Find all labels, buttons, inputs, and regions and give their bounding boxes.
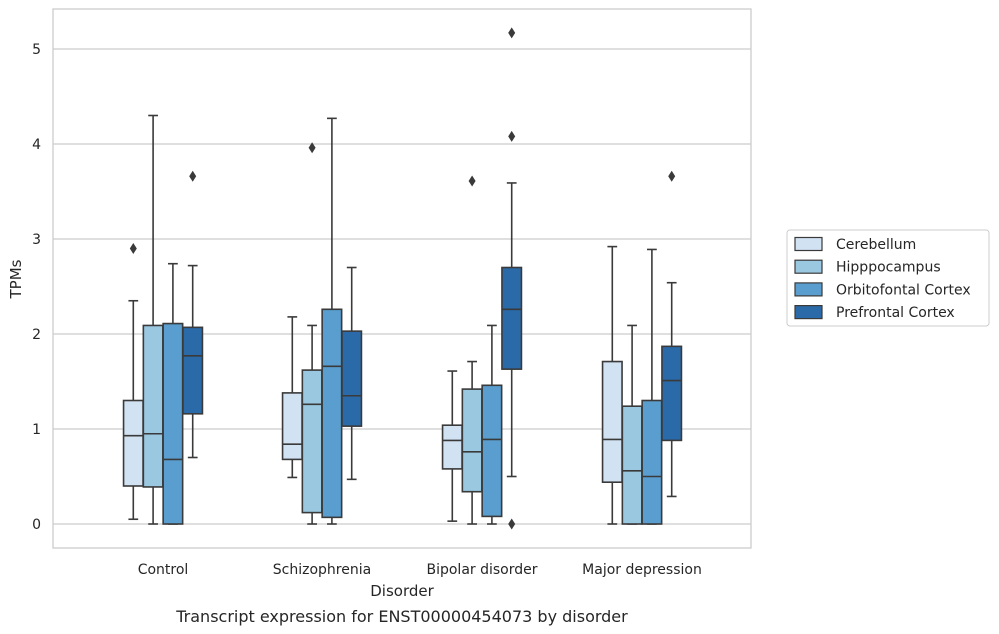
legend-swatch [794, 305, 823, 320]
legend-frame [786, 229, 990, 327]
y-axis-label: TPMs [7, 259, 25, 299]
box [481, 324, 503, 525]
box-body [142, 324, 164, 488]
box [501, 27, 523, 530]
chart-caption: Transcript expression for ENST0000045407… [175, 607, 628, 626]
box [341, 266, 363, 481]
box [441, 370, 463, 522]
outlier-point [308, 142, 316, 154]
box [182, 170, 204, 459]
category-group [122, 114, 204, 525]
box-body [162, 322, 184, 525]
legend-label: Hipppocampus [836, 260, 941, 276]
x-tick-label: Major depression [582, 562, 702, 578]
category-group [601, 170, 683, 525]
y-tick-label: 5 [32, 42, 41, 58]
plot-frame [52, 8, 752, 549]
y-tick-label: 4 [32, 137, 41, 153]
legend-label: Orbitofontal Cortex [836, 282, 971, 298]
box-body [501, 266, 523, 370]
outlier-point [468, 175, 476, 187]
legend-swatch [794, 282, 823, 297]
legend: Cerebellum Hipppocampus Orbitofontal Corte… [786, 229, 990, 327]
legend-swatch [794, 236, 823, 252]
y-tick-label: 2 [32, 327, 41, 343]
outlier-point [508, 518, 516, 530]
x-tick-label: Schizophrenia [273, 562, 371, 578]
box-body [621, 405, 643, 525]
box-body [481, 384, 503, 518]
box-groups [122, 27, 683, 530]
box-body [321, 308, 343, 519]
outlier-point [508, 130, 516, 142]
box-body [661, 345, 683, 442]
box-body [281, 392, 303, 461]
box [601, 245, 623, 525]
box [122, 243, 144, 521]
box [641, 248, 663, 525]
box [321, 117, 343, 525]
category-group [281, 117, 363, 525]
y-tick-label: 0 [32, 517, 41, 533]
box-body [341, 330, 363, 427]
box [162, 262, 184, 525]
box [461, 175, 483, 525]
y-tick-label: 3 [32, 232, 41, 248]
legend-swatch [794, 259, 823, 274]
box-body [461, 388, 483, 493]
outlier-point [508, 27, 516, 39]
x-axis-label: Disorder [370, 582, 434, 600]
x-tick-label: Control [138, 562, 189, 578]
outlier-point [668, 170, 676, 182]
box-body [641, 399, 663, 525]
legend-label: Cerebellum [836, 237, 916, 253]
box-body [182, 326, 204, 415]
x-tick-labels: Control Schizophrenia Bipolar disorder Majo… [138, 562, 702, 578]
legend-label: Prefrontal Cortex [836, 305, 955, 321]
box-body [601, 360, 623, 483]
box-body [301, 369, 323, 514]
box [621, 324, 643, 525]
box-body [122, 399, 144, 487]
y-tick-labels: 0 1 2 3 4 5 [32, 42, 41, 533]
x-tick-label: Bipolar disorder [426, 562, 537, 578]
outlier-point [129, 243, 137, 254]
y-tick-label: 1 [32, 422, 41, 438]
outlier-point [189, 170, 197, 182]
box-body [441, 424, 463, 470]
box [661, 170, 683, 498]
category-group [441, 27, 523, 530]
